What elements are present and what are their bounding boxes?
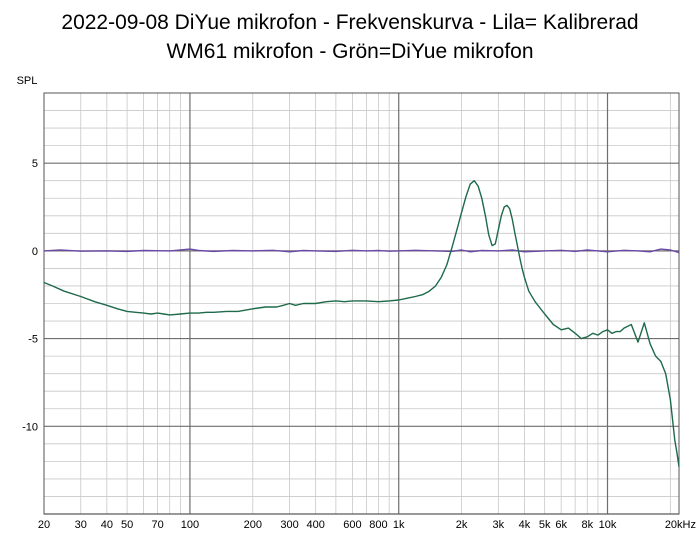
x-tick-label: 70 xyxy=(151,519,163,531)
chart-title: 2022-09-08 DiYue mikrofon - Frekvenskurv… xyxy=(0,8,700,66)
y-tick-label: 5 xyxy=(32,158,38,170)
x-tick-label: 100 xyxy=(181,519,199,531)
series-line-diyue xyxy=(43,179,680,467)
series-layer xyxy=(43,179,680,467)
x-tick-label: 20 xyxy=(38,519,50,531)
x-tick-label: 30 xyxy=(75,519,87,531)
x-tick-label: 300 xyxy=(280,519,298,531)
series-line-calibrated-wm61 xyxy=(43,248,680,254)
y-tick-labels: 5 0 -5 -10 xyxy=(22,158,38,433)
x-tick-label: 40 xyxy=(101,519,113,531)
y-tick-label: 0 xyxy=(32,246,38,258)
x-tick-label: 50 xyxy=(121,519,133,531)
y-axis-label: SPL xyxy=(17,75,38,87)
x-tick-label: 1k xyxy=(393,519,405,531)
x-tick-label: 20kHz xyxy=(665,519,696,531)
y-tick-label: -5 xyxy=(28,334,38,346)
x-tick-label: 4k xyxy=(519,519,531,531)
chart-title-line-1: 2022-09-08 DiYue mikrofon - Frekvenskurv… xyxy=(61,11,639,34)
x-tick-label: 800 xyxy=(369,519,387,531)
x-tick-label: 3k xyxy=(493,519,505,531)
x-tick-label: 200 xyxy=(244,519,262,531)
x-tick-label: 8k xyxy=(581,519,593,531)
x-tick-label: 5k xyxy=(539,519,551,531)
x-tick-label: 6k xyxy=(555,519,567,531)
y-tick-label: -10 xyxy=(22,421,38,433)
x-tick-label: 600 xyxy=(343,519,361,531)
plot-frame xyxy=(43,92,680,515)
chart-title-line-2: WM61 mikrofon - Grön=DiYue mikrofon xyxy=(166,40,534,63)
x-tick-label: 2k xyxy=(456,519,468,531)
x-tick-label: 400 xyxy=(306,519,324,531)
x-tick-labels: 20 30 40 50 70 100 200 300 400 600 800 1k 2k 3k 4k 5k 6k… xyxy=(38,519,696,531)
minor-grid xyxy=(44,92,679,514)
x-tick-label: 10k xyxy=(599,519,617,531)
